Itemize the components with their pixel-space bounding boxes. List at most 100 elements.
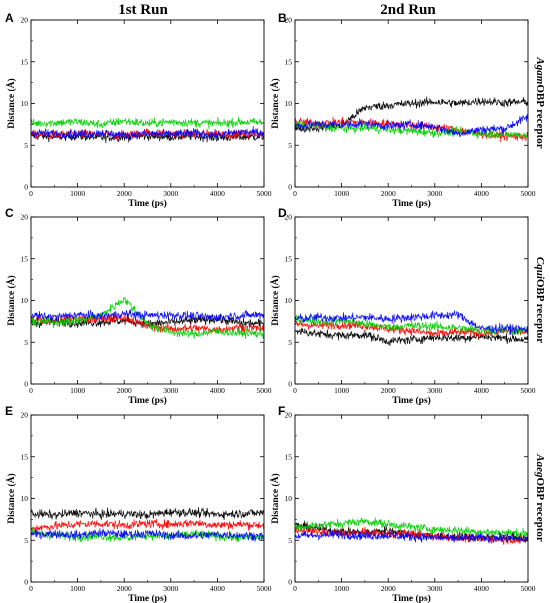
y-tick-label: 15 <box>285 57 293 66</box>
plot-frame <box>30 216 265 385</box>
row-label-species: Aaeg <box>534 453 546 478</box>
x-tick-label: 5000 <box>521 189 536 198</box>
x-tick-label: 4000 <box>474 189 489 198</box>
x-tick-label: 3000 <box>427 584 442 593</box>
y-tick-label: 10 <box>285 494 293 503</box>
y-tick-label: 5 <box>288 536 292 545</box>
y-tick-label: 5 <box>288 141 292 150</box>
x-tick-label: 1000 <box>334 189 349 198</box>
y-tick-label: 10 <box>285 296 293 305</box>
x-tick-label: 2000 <box>381 584 396 593</box>
x-tick-label: 4000 <box>474 386 489 395</box>
y-tick-label: 0 <box>24 183 28 192</box>
y-tick-label: 0 <box>288 578 292 587</box>
panel-b: B 0 1000 2000 3000 4000 5000 0 5 10 15 20 Time (ps) D… <box>269 11 536 209</box>
series-line-3 <box>31 527 264 543</box>
y-tick-label: 5 <box>24 338 28 347</box>
panel-letter: B <box>278 11 287 25</box>
x-tick-label: 1000 <box>70 189 85 198</box>
panel-f: F 0 1000 2000 3000 4000 5000 0 5 10 15 20 Time (ps) D… <box>269 404 536 603</box>
panel-letter: A <box>5 11 14 25</box>
x-tick-label: 3000 <box>427 386 442 395</box>
x-tick-label: 4000 <box>210 584 225 593</box>
x-tick-label: 2000 <box>381 189 396 198</box>
x-tick-label: 3000 <box>163 584 178 593</box>
y-tick-label: 20 <box>285 411 293 420</box>
series-line-1 <box>31 507 264 521</box>
x-axis-label: Time (ps) <box>128 395 167 406</box>
series-line-4 <box>31 126 264 141</box>
y-axis-label: Distance (Å) <box>5 78 17 128</box>
x-tick-label: 1000 <box>334 386 349 395</box>
x-tick-label: 0 <box>293 386 297 395</box>
panel-e: E 0 1000 2000 3000 4000 5000 0 5 10 15 20 Time (ps) D… <box>5 404 272 603</box>
x-axis-label: Time (ps) <box>392 198 431 209</box>
row-label-suffix: OBP receptor <box>534 477 546 541</box>
series-group <box>31 507 264 543</box>
y-tick-label: 15 <box>285 452 293 461</box>
panel-c: C 0 1000 2000 3000 4000 5000 0 5 10 15 20 Time (ps) D… <box>5 206 272 406</box>
series-line-3 <box>31 116 264 129</box>
plot-frame <box>30 414 265 583</box>
y-tick-label: 0 <box>288 183 292 192</box>
series-group <box>31 297 264 340</box>
y-axis-label: Distance (Å) <box>5 275 17 325</box>
panel-letter: C <box>5 206 14 220</box>
panel-letter: E <box>5 404 13 418</box>
panel-letter: F <box>278 404 285 418</box>
y-axis-label: Distance (Å) <box>269 275 281 325</box>
y-tick-label: 20 <box>285 213 293 222</box>
x-tick-label: 0 <box>29 386 33 395</box>
row-label-species: Cqui <box>534 257 546 280</box>
row-label-suffix: OBP receptor <box>534 84 546 148</box>
x-tick-label: 5000 <box>257 386 272 395</box>
y-tick-label: 10 <box>21 494 29 503</box>
x-tick-label: 4000 <box>474 584 489 593</box>
y-tick-label: 0 <box>24 578 28 587</box>
y-axis-label: Distance (Å) <box>5 473 17 523</box>
x-tick-label: 0 <box>293 189 297 198</box>
y-tick-label: 20 <box>285 16 293 25</box>
x-tick-label: 0 <box>29 189 33 198</box>
y-tick-label: 10 <box>21 99 29 108</box>
series-line-4 <box>31 309 264 323</box>
y-tick-label: 15 <box>21 452 29 461</box>
x-axis-label: Time (ps) <box>392 395 431 406</box>
x-tick-label: 2000 <box>381 386 396 395</box>
y-tick-label: 5 <box>288 338 292 347</box>
row-label-species: Agam <box>534 56 546 84</box>
series-line-4 <box>31 528 264 542</box>
panel-d: D 0 1000 2000 3000 4000 5000 0 5 10 15 20 Time (ps) D… <box>269 206 536 406</box>
y-tick-label: 5 <box>24 141 28 150</box>
series-line-3 <box>295 517 528 539</box>
series-line-2 <box>31 518 264 533</box>
plot-frame <box>30 19 265 188</box>
x-axis-label: Time (ps) <box>128 593 167 603</box>
y-tick-label: 20 <box>21 411 29 420</box>
y-axis-label: Distance (Å) <box>269 473 281 523</box>
y-axis-label: Distance (Å) <box>269 78 281 128</box>
x-tick-label: 2000 <box>117 386 132 395</box>
x-tick-label: 3000 <box>427 189 442 198</box>
x-tick-label: 1000 <box>70 584 85 593</box>
y-tick-label: 15 <box>21 254 29 263</box>
panel-a: A 0 1000 2000 3000 4000 5000 0 5 10 15 20 Time (ps) D… <box>5 11 272 209</box>
column-title-2: 2nd Run <box>380 2 436 18</box>
x-tick-label: 5000 <box>257 189 272 198</box>
series-line-1 <box>31 313 264 330</box>
row-label-receptor: AaegOBP receptor <box>534 453 546 542</box>
x-tick-label: 3000 <box>163 386 178 395</box>
plot-frame <box>294 216 529 385</box>
row-label-receptor: CquiOBP receptor <box>534 257 546 343</box>
series-line-4 <box>295 114 528 138</box>
series-group <box>295 517 528 545</box>
series-line-4 <box>295 310 528 336</box>
y-tick-label: 10 <box>21 296 29 305</box>
series-group <box>295 96 528 143</box>
panel-letter: D <box>278 206 287 220</box>
x-tick-label: 0 <box>29 584 33 593</box>
series-line-1 <box>295 327 528 347</box>
plot-frame <box>294 414 529 583</box>
x-tick-label: 5000 <box>257 584 272 593</box>
